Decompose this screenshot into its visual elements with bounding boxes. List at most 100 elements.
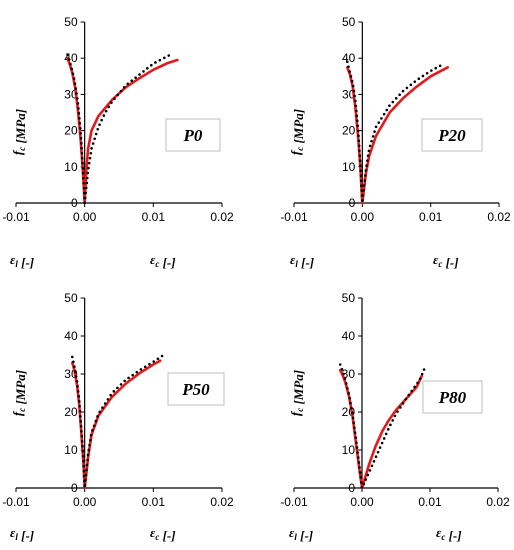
x-axis-title-axial-part: c <box>155 259 159 269</box>
x-axis-title-axial-part: [-] <box>159 255 175 270</box>
x-axis-title-lateral: εl [-] <box>290 252 314 270</box>
x-axis-title-axial-part: [-] <box>442 255 458 270</box>
y-axis-title-part: c <box>17 147 27 151</box>
y-tick-label: 0 <box>71 481 78 495</box>
y-axis-title: fc [MPa] <box>288 109 306 155</box>
y-tick-label: 40 <box>342 329 356 343</box>
y-tick-label: 0 <box>349 196 356 210</box>
x-axis-title-axial-part: ε <box>150 525 156 540</box>
x-tick-label: 0.01 <box>418 495 442 509</box>
y-axis-title-part: f <box>10 410 25 416</box>
series-line-model <box>338 368 424 490</box>
x-tick-label: 0.01 <box>142 210 166 224</box>
y-axis-title-part: c <box>295 147 305 151</box>
y-axis-title-part: f <box>288 149 303 155</box>
x-tick-label: -0.01 <box>2 495 30 509</box>
y-axis-title-part: [MPa] <box>291 109 306 147</box>
x-tick-label: 0.00 <box>73 495 97 509</box>
x-tick-label: 0.02 <box>486 495 510 509</box>
y-tick-label: 10 <box>64 443 78 457</box>
panel-label-box <box>167 372 225 406</box>
x-tick-label: 0.02 <box>210 210 234 224</box>
x-axis-title-lateral-part: ε <box>10 525 16 540</box>
x-axis-title-axial: εc [-] <box>433 252 459 270</box>
series-line-model <box>71 359 162 490</box>
panel-label-box <box>165 118 221 152</box>
y-tick-label: 50 <box>342 291 356 305</box>
x-axis-title-axial-part: c <box>441 532 445 542</box>
y-tick-label: 0 <box>71 196 78 210</box>
x-tick-label: 0.00 <box>351 210 375 224</box>
x-tick-label: 0.02 <box>210 495 234 509</box>
x-axis-title-lateral-part: [-] <box>18 255 34 270</box>
y-axis-title-part: f <box>288 410 303 416</box>
x-tick-label: 0.01 <box>419 210 443 224</box>
panel-label: P80 <box>438 388 467 407</box>
x-axis-title-lateral-part: [-] <box>297 528 313 543</box>
y-tick-label: 20 <box>64 405 78 419</box>
panel-label-box <box>421 118 483 152</box>
y-tick-label: 10 <box>342 160 356 174</box>
x-tick-label: -0.01 <box>280 210 308 224</box>
x-axis-title-lateral-part: l <box>294 532 297 542</box>
series-line-experiment <box>345 60 446 205</box>
y-axis-title: fc [MPa] <box>10 370 28 416</box>
y-tick-label: 50 <box>342 15 356 29</box>
panel-label: P20 <box>437 126 466 145</box>
x-axis-title-axial-part: c <box>155 532 159 542</box>
x-axis-title-lateral-part: l <box>15 532 18 542</box>
y-axis-title-part: [MPa] <box>291 370 306 408</box>
x-axis-title-lateral-part: [-] <box>298 255 314 270</box>
x-axis-title-axial-part: [-] <box>159 528 175 543</box>
series-line-experiment <box>71 353 165 490</box>
y-tick-label: 0 <box>348 481 355 495</box>
panel-label-box <box>422 380 483 414</box>
x-axis-title-lateral-part: l <box>295 259 298 269</box>
x-tick-label: -0.01 <box>2 210 30 224</box>
y-axis-title: fc [MPa] <box>288 370 306 416</box>
x-axis-title-axial: εc [-] <box>150 252 176 270</box>
y-axis-title-part: f <box>10 149 25 155</box>
y-axis-title-part: [MPa] <box>13 109 28 147</box>
x-axis-title-lateral-part: ε <box>290 252 296 267</box>
x-axis-title-lateral-part: ε <box>10 252 16 267</box>
y-tick-label: 20 <box>64 124 78 138</box>
x-axis-title-lateral-part: [-] <box>18 528 34 543</box>
x-tick-label: 0.01 <box>142 495 166 509</box>
y-axis-title-part: c <box>295 408 305 412</box>
x-axis-title-axial: εc [-] <box>150 525 176 543</box>
y-axis-title-part: [MPa] <box>13 370 28 408</box>
panel-label: P50 <box>181 380 210 399</box>
x-axis-title-axial-part: ε <box>433 252 439 267</box>
x-axis-title-axial-part: [-] <box>445 528 461 543</box>
y-tick-label: 50 <box>64 291 78 305</box>
y-axis-title: fc [MPa] <box>10 109 28 155</box>
series-line-experiment <box>338 363 426 490</box>
y-tick-label: 40 <box>342 51 356 65</box>
x-tick-label: 0.02 <box>487 210 511 224</box>
x-tick-label: 0.00 <box>350 495 374 509</box>
x-tick-label: 0.00 <box>73 210 97 224</box>
series-line-model <box>345 66 450 205</box>
x-tick-label: -0.01 <box>280 495 308 509</box>
x-axis-title-lateral: εl [-] <box>289 525 313 543</box>
y-axis-title-part: c <box>17 408 27 412</box>
x-axis-title-axial: εc [-] <box>436 525 462 543</box>
y-tick-label: 10 <box>64 160 78 174</box>
panel-label: P0 <box>183 126 203 145</box>
x-axis-title-lateral: εl [-] <box>10 252 34 270</box>
y-tick-label: 10 <box>342 443 356 457</box>
x-axis-title-axial-part: ε <box>436 525 442 540</box>
x-axis-title-axial-part: c <box>438 259 442 269</box>
x-axis-title-lateral-part: l <box>15 259 18 269</box>
y-tick-label: 20 <box>342 124 356 138</box>
x-axis-title-axial-part: ε <box>150 252 156 267</box>
y-tick-label: 40 <box>64 329 78 343</box>
x-axis-title-lateral: εl [-] <box>10 525 34 543</box>
x-axis-title-lateral-part: ε <box>289 525 295 540</box>
